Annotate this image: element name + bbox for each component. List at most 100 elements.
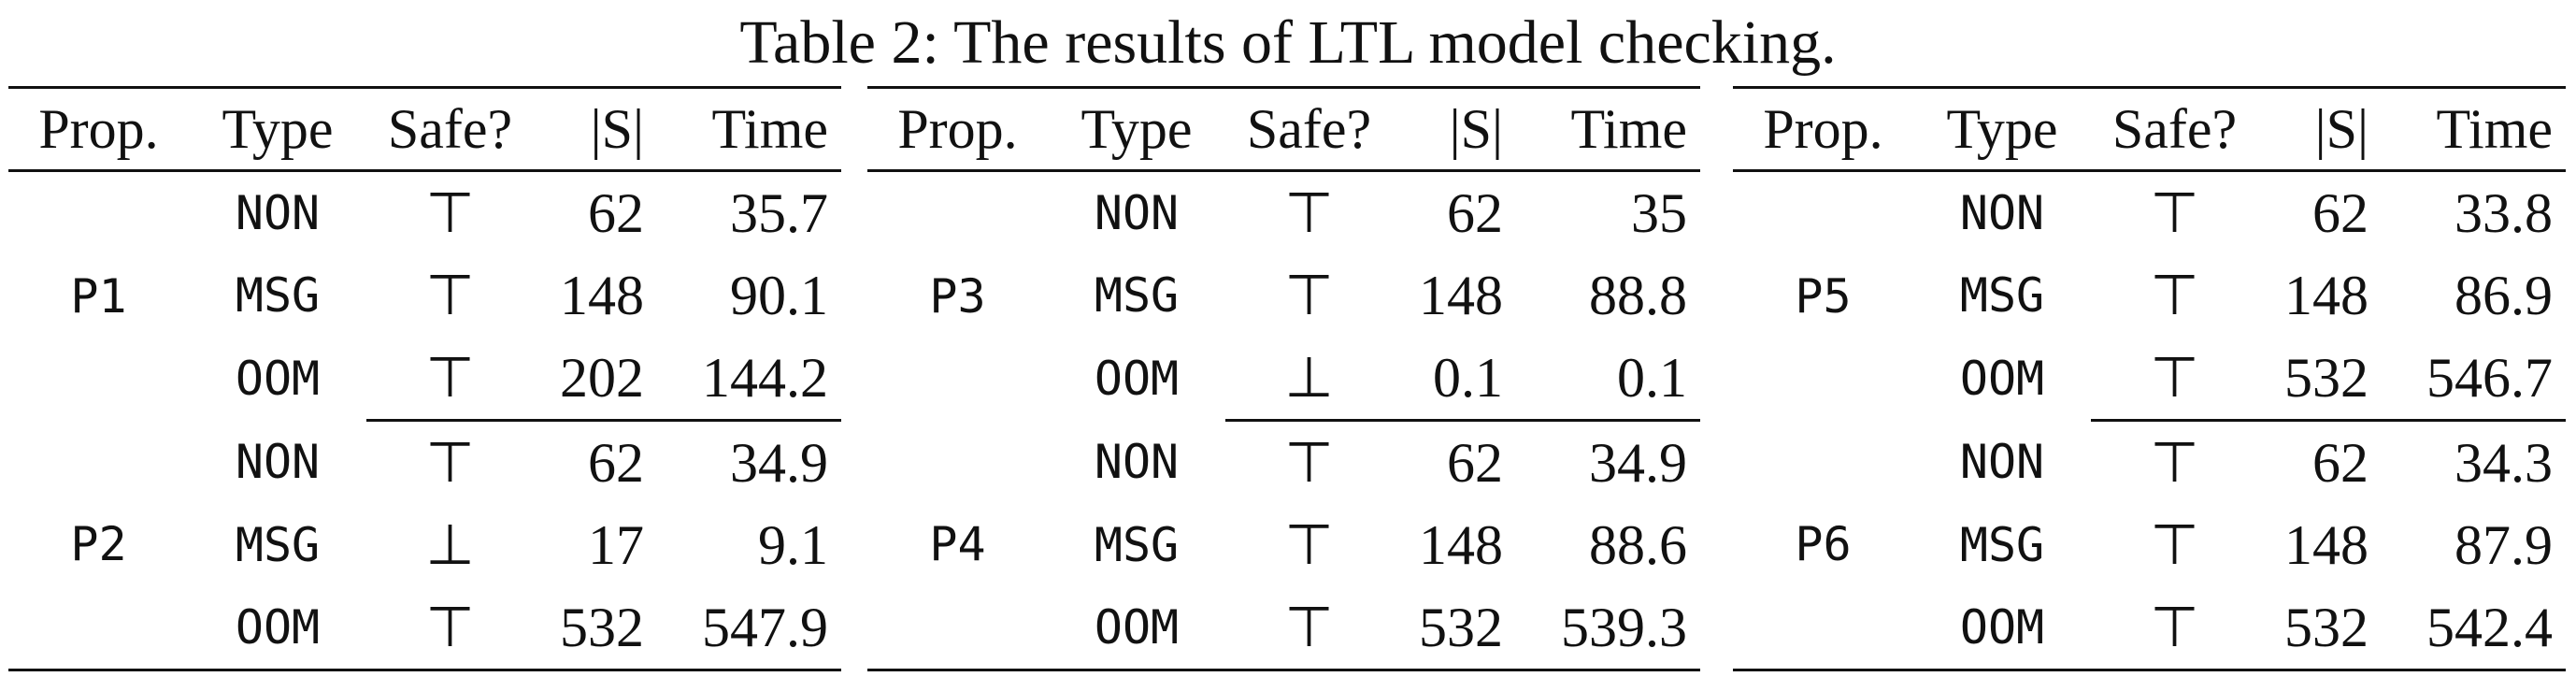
data-row: OOM ⊤ 532 539.3: [867, 586, 1700, 670]
safe-cell: ⊤: [1284, 597, 1334, 658]
safe-cell: ⊤: [2150, 265, 2199, 326]
states-cell: 532: [2284, 346, 2368, 409]
type-cell: OOM: [1094, 600, 1180, 655]
states-cell: 62: [534, 419, 657, 504]
type-cell: NON: [1959, 186, 2045, 240]
states-cell: 148: [560, 264, 644, 326]
header-cell: |S|: [1393, 87, 1516, 172]
safe-cell: ⊤: [1284, 265, 1334, 326]
prop-cell: P4: [929, 517, 986, 572]
type-cell: OOM: [1959, 600, 2045, 655]
type-cell: NON: [1094, 186, 1180, 240]
header-row: Prop. Type Safe? |S| Time: [1733, 87, 2566, 172]
safe-cell: ⊤: [1225, 419, 1393, 504]
safe-cell: ⊤: [2150, 597, 2199, 658]
data-row: P3 NON ⊤ 62 35: [867, 171, 1700, 324]
time-cell: 34.9: [1516, 419, 1700, 504]
time-cell: 35.7: [730, 181, 828, 244]
data-row: MSG ⊤ 148 86.9: [1733, 254, 2566, 337]
header-cell: Time: [2382, 87, 2566, 172]
header-cell: Prop.: [867, 87, 1048, 172]
states-cell: 148: [2284, 513, 2368, 576]
states-cell: 148: [1419, 264, 1503, 326]
prop-cell: P5: [1795, 268, 1852, 324]
data-row: MSG ⊤ 148 90.1: [8, 254, 841, 337]
data-row: P6 NON ⊤ 62 34.3: [1733, 419, 2566, 571]
time-cell: 34.3: [2382, 419, 2566, 504]
header-cell: Prop.: [8, 87, 189, 172]
prop-cell: P3: [929, 268, 986, 324]
states-cell: 532: [2284, 596, 2368, 658]
time-cell: 546.7: [2426, 346, 2553, 409]
type-cell: OOM: [235, 600, 321, 655]
header-cell: Safe?: [2091, 87, 2258, 172]
time-cell: 542.4: [2426, 596, 2553, 658]
type-cell: NON: [235, 435, 321, 490]
states-cell: 62: [1447, 181, 1503, 244]
data-row: P5 NON ⊤ 62 33.8: [1733, 171, 2566, 324]
safe-cell: ⊥: [425, 514, 475, 576]
states-cell: 148: [2284, 264, 2368, 326]
states-cell: 17: [588, 513, 644, 576]
safe-cell: ⊤: [1284, 182, 1334, 244]
time-cell: 547.9: [702, 596, 828, 658]
time-cell: 86.9: [2454, 264, 2553, 326]
header-cell: Type: [1913, 87, 2091, 172]
safe-cell: ⊤: [2150, 347, 2199, 409]
safe-cell: ⊥: [1284, 347, 1334, 409]
header-cell: |S|: [534, 87, 657, 172]
time-cell: 90.1: [730, 264, 828, 326]
data-row: OOM ⊤ 202 144.2: [8, 337, 841, 421]
safe-cell: ⊤: [425, 347, 475, 409]
data-row: P2 NON ⊤ 62 34.9: [8, 419, 841, 571]
states-cell: 62: [588, 181, 644, 244]
header-cell: Type: [189, 87, 366, 172]
safe-cell: ⊤: [366, 419, 534, 504]
states-cell: 202: [560, 346, 644, 409]
type-cell: MSG: [1959, 518, 2045, 572]
data-row: OOM ⊤ 532 546.7: [1733, 337, 2566, 421]
results-table: Prop. Type Safe? |S| Time P1 NON ⊤ 62 35.7 MSG ⊤ 148…: [8, 86, 841, 671]
states-cell: 532: [1419, 596, 1503, 658]
header-row: Prop. Type Safe? |S| Time: [8, 87, 841, 172]
states-cell: 62: [2312, 181, 2368, 244]
header-cell: Safe?: [1225, 87, 1393, 172]
type-cell: OOM: [1959, 351, 2045, 406]
time-cell: 88.6: [1589, 513, 1687, 576]
results-table: Prop. Type Safe? |S| Time P3 NON ⊤ 62 35 MSG ⊤ 148 88…: [867, 86, 1700, 671]
prop-cell: P1: [70, 268, 127, 324]
data-row: MSG ⊤ 148 88.8: [867, 254, 1700, 337]
states-cell: 62: [1393, 419, 1516, 504]
data-row: OOM ⊥ 0.1 0.1: [867, 337, 1700, 421]
safe-cell: ⊤: [425, 182, 475, 244]
type-cell: NON: [1094, 435, 1180, 490]
header-cell: Type: [1048, 87, 1225, 172]
data-row: OOM ⊤ 532 542.4: [1733, 586, 2566, 670]
header-cell: Prop.: [1733, 87, 1913, 172]
table-caption: Table 2: The results of LTL model checki…: [739, 8, 1837, 77]
header-cell: Safe?: [366, 87, 534, 172]
states-cell: 62: [2258, 419, 2382, 504]
data-row: MSG ⊥ 17 9.1: [8, 504, 841, 586]
time-cell: 33.8: [2454, 181, 2553, 244]
states-cell: 0.1: [1433, 346, 1503, 409]
type-cell: NON: [235, 186, 321, 240]
type-cell: MSG: [1094, 518, 1180, 572]
header-cell: Time: [1516, 87, 1700, 172]
type-cell: MSG: [1959, 268, 2045, 323]
type-cell: OOM: [1094, 351, 1180, 406]
type-cell: OOM: [235, 351, 321, 406]
header-cell: |S|: [2258, 87, 2382, 172]
time-cell: 144.2: [702, 346, 828, 409]
data-row: MSG ⊤ 148 87.9: [1733, 504, 2566, 586]
type-cell: MSG: [235, 518, 321, 572]
states-cell: 532: [560, 596, 644, 658]
time-cell: 9.1: [758, 513, 828, 576]
safe-cell: ⊤: [2091, 419, 2258, 504]
safe-cell: ⊤: [1284, 514, 1334, 576]
type-cell: MSG: [1094, 268, 1180, 323]
safe-cell: ⊤: [2150, 182, 2199, 244]
data-row: P4 NON ⊤ 62 34.9: [867, 419, 1700, 571]
data-row: OOM ⊤ 532 547.9: [8, 586, 841, 670]
